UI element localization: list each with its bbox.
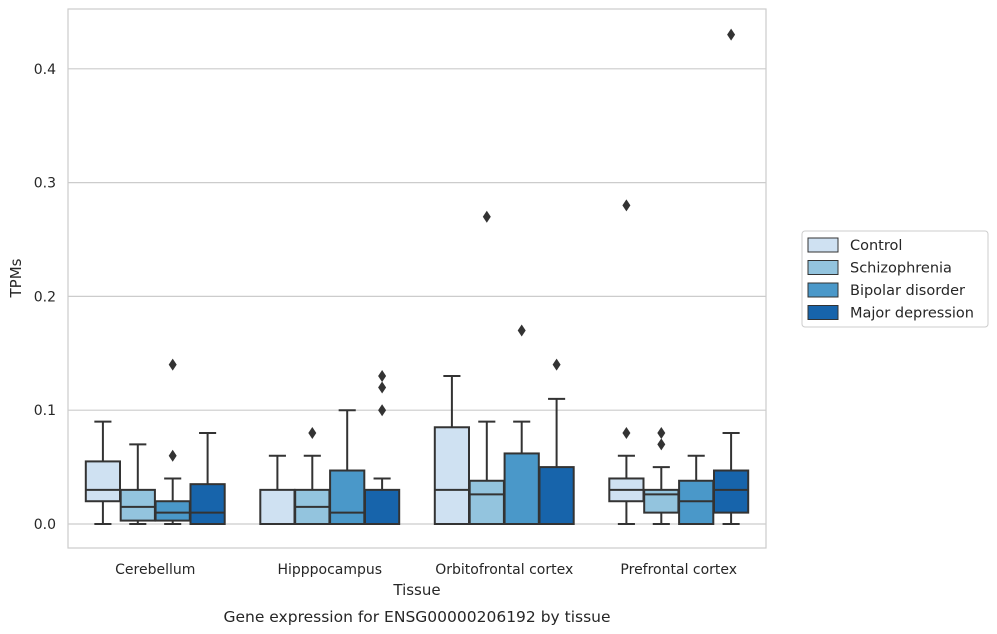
box-body [678, 479, 715, 526]
box-body [433, 426, 471, 525]
outlier-point [552, 358, 561, 371]
outlier-point [727, 28, 736, 41]
box-bipolar-disorder [329, 409, 366, 526]
box-body [712, 469, 750, 514]
y-tick-label: 0.1 [34, 403, 56, 419]
box-control [608, 199, 645, 525]
legend-label: Schizophrenia [850, 261, 952, 277]
box-major-depression [712, 28, 750, 525]
legend-frame [801, 230, 989, 328]
x-tick-label: Hipppocampus [277, 562, 382, 578]
box-major-depression [189, 431, 226, 526]
box-bipolar-disorder [503, 324, 540, 525]
legend-label: Control [850, 238, 902, 254]
box-body [503, 452, 540, 525]
legend-swatch [807, 237, 839, 253]
y-tick-label: 0.2 [34, 289, 56, 305]
outlier-point [168, 449, 177, 462]
box-body [84, 460, 122, 503]
box-body [154, 500, 191, 522]
box-body [189, 483, 226, 526]
box-schizophrenia [119, 443, 156, 525]
box-schizophrenia [294, 426, 331, 525]
box-schizophrenia [643, 426, 680, 525]
box-body [259, 488, 296, 525]
outlier-point [168, 358, 177, 371]
outlier-point [378, 381, 387, 394]
box-major-depression [363, 370, 401, 525]
y-tick-label: 0.0 [34, 517, 56, 533]
boxes [84, 28, 750, 526]
box-schizophrenia [468, 210, 505, 526]
box-body [329, 469, 366, 526]
y-tick-label: 0.4 [34, 62, 56, 78]
y-tick-label: 0.3 [34, 176, 56, 192]
legend-swatch [807, 260, 839, 275]
outlier-point [657, 438, 666, 451]
x-tick-label: Prefrontal cortex [620, 562, 737, 578]
box-body [363, 488, 401, 525]
outlier-point [482, 210, 491, 223]
outlier-point [517, 324, 526, 337]
box-control [433, 375, 471, 525]
box-major-depression [538, 358, 575, 526]
x-axis-title: Tissue [392, 581, 440, 599]
outlier-point [378, 404, 387, 417]
box-control [259, 454, 296, 525]
outlier-point [308, 426, 317, 439]
legend-label: Bipolar disorder [850, 283, 965, 299]
x-tick-label: Orbitofrontal cortex [435, 562, 573, 578]
outlier-point [657, 426, 666, 439]
legend-swatch [807, 282, 839, 298]
x-tick-label: Cerebellum [115, 562, 195, 578]
box-bipolar-disorder [154, 358, 191, 525]
box-body [468, 479, 505, 526]
outlier-point [378, 370, 387, 383]
box-body [538, 466, 575, 526]
box-control [84, 420, 122, 525]
legend-swatch [807, 305, 839, 320]
box-bipolar-disorder [678, 454, 715, 526]
gridlines [68, 68, 766, 525]
outlier-point [622, 199, 631, 212]
box-body [119, 488, 156, 522]
plot-frame [67, 8, 767, 549]
y-axis-title: TPMs [7, 258, 25, 298]
legend-label: Major depression [850, 306, 974, 322]
legend: Control Schizophrenia Bipolar disorder Majo… [801, 230, 989, 328]
figure-caption: Gene expression for ENSG00000206192 by t… [223, 608, 610, 626]
y-tick-labels: 0.0 0.1 0.2 0.3 0.4 [34, 62, 56, 533]
x-tick-labels: Cerebellum Hipppocampus Orbitofrontal cort… [115, 562, 737, 578]
outlier-point [622, 426, 631, 439]
box-body [643, 488, 680, 514]
